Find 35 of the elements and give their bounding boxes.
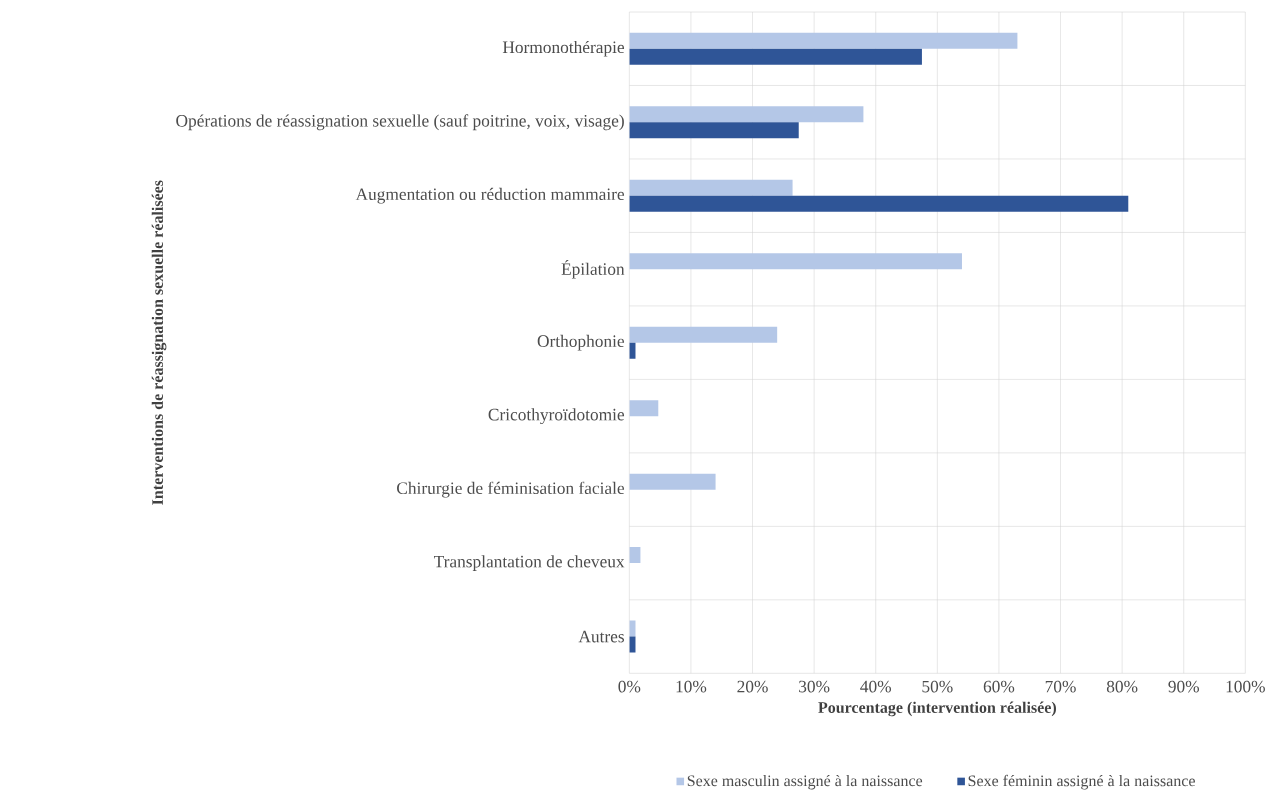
bar (629, 400, 659, 417)
x-tick-label: 40% (860, 680, 892, 693)
x-tick-label: 0% (618, 680, 641, 693)
y-tick-label: Autres (578, 630, 625, 643)
x-tick-label: 20% (737, 680, 768, 693)
y-tick-label: Hormonothérapie (502, 40, 625, 57)
bar (629, 253, 962, 270)
y-tick-label: Opérations de réassignation sexuelle (sauf poitrine, voix, visage) (176, 114, 624, 131)
y-tick-label: Cricothyroïdotomie (488, 408, 625, 425)
y-tick-label: Transplantation de cheveux (433, 555, 625, 571)
bar (629, 473, 716, 490)
bar (629, 179, 793, 196)
bar (629, 32, 1018, 49)
y-tick-label: Chirurgie de féminisation faciale (397, 481, 625, 498)
bar (629, 195, 1129, 212)
bar (629, 106, 864, 123)
legend-label: Sexe féminin assigné à la naissance (968, 774, 1195, 790)
x-tick-label: 70% (1045, 680, 1076, 693)
legend-label: Sexe masculin assigné à la naissance (687, 774, 923, 790)
x-tick-label: 80% (1106, 680, 1138, 693)
y-tick-label: Orthophonie (537, 334, 625, 351)
y-tick-label: Augmentation ou réduction mammaire (355, 187, 625, 204)
x-tick-label: 50% (922, 680, 953, 693)
x-tick-label: 100% (1226, 680, 1265, 693)
x-tick-label: 10% (676, 680, 707, 693)
y-axis-title: Interventions de réassignation sexuelle réalisées (151, 180, 167, 505)
bar (629, 48, 922, 65)
y-tick-label: Épilation (561, 259, 625, 279)
bar (629, 326, 778, 343)
x-axis-title: Pourcentage (intervention réalisée) (818, 701, 1056, 717)
bar (629, 122, 799, 139)
x-tick-label: 60% (983, 680, 1015, 693)
x-tick-label: 30% (799, 680, 830, 693)
x-tick-label: 90% (1168, 680, 1200, 693)
bar (629, 547, 641, 564)
